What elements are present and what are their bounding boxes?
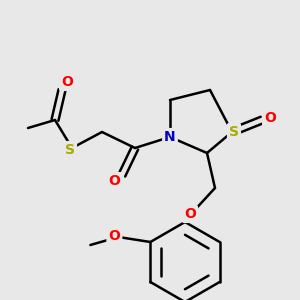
- Text: S: S: [229, 125, 239, 139]
- Text: S: S: [65, 143, 75, 157]
- Text: O: O: [61, 75, 73, 89]
- Text: O: O: [184, 207, 196, 221]
- Text: N: N: [164, 130, 176, 144]
- Text: O: O: [108, 229, 120, 243]
- Text: O: O: [108, 174, 120, 188]
- Text: O: O: [264, 111, 276, 125]
